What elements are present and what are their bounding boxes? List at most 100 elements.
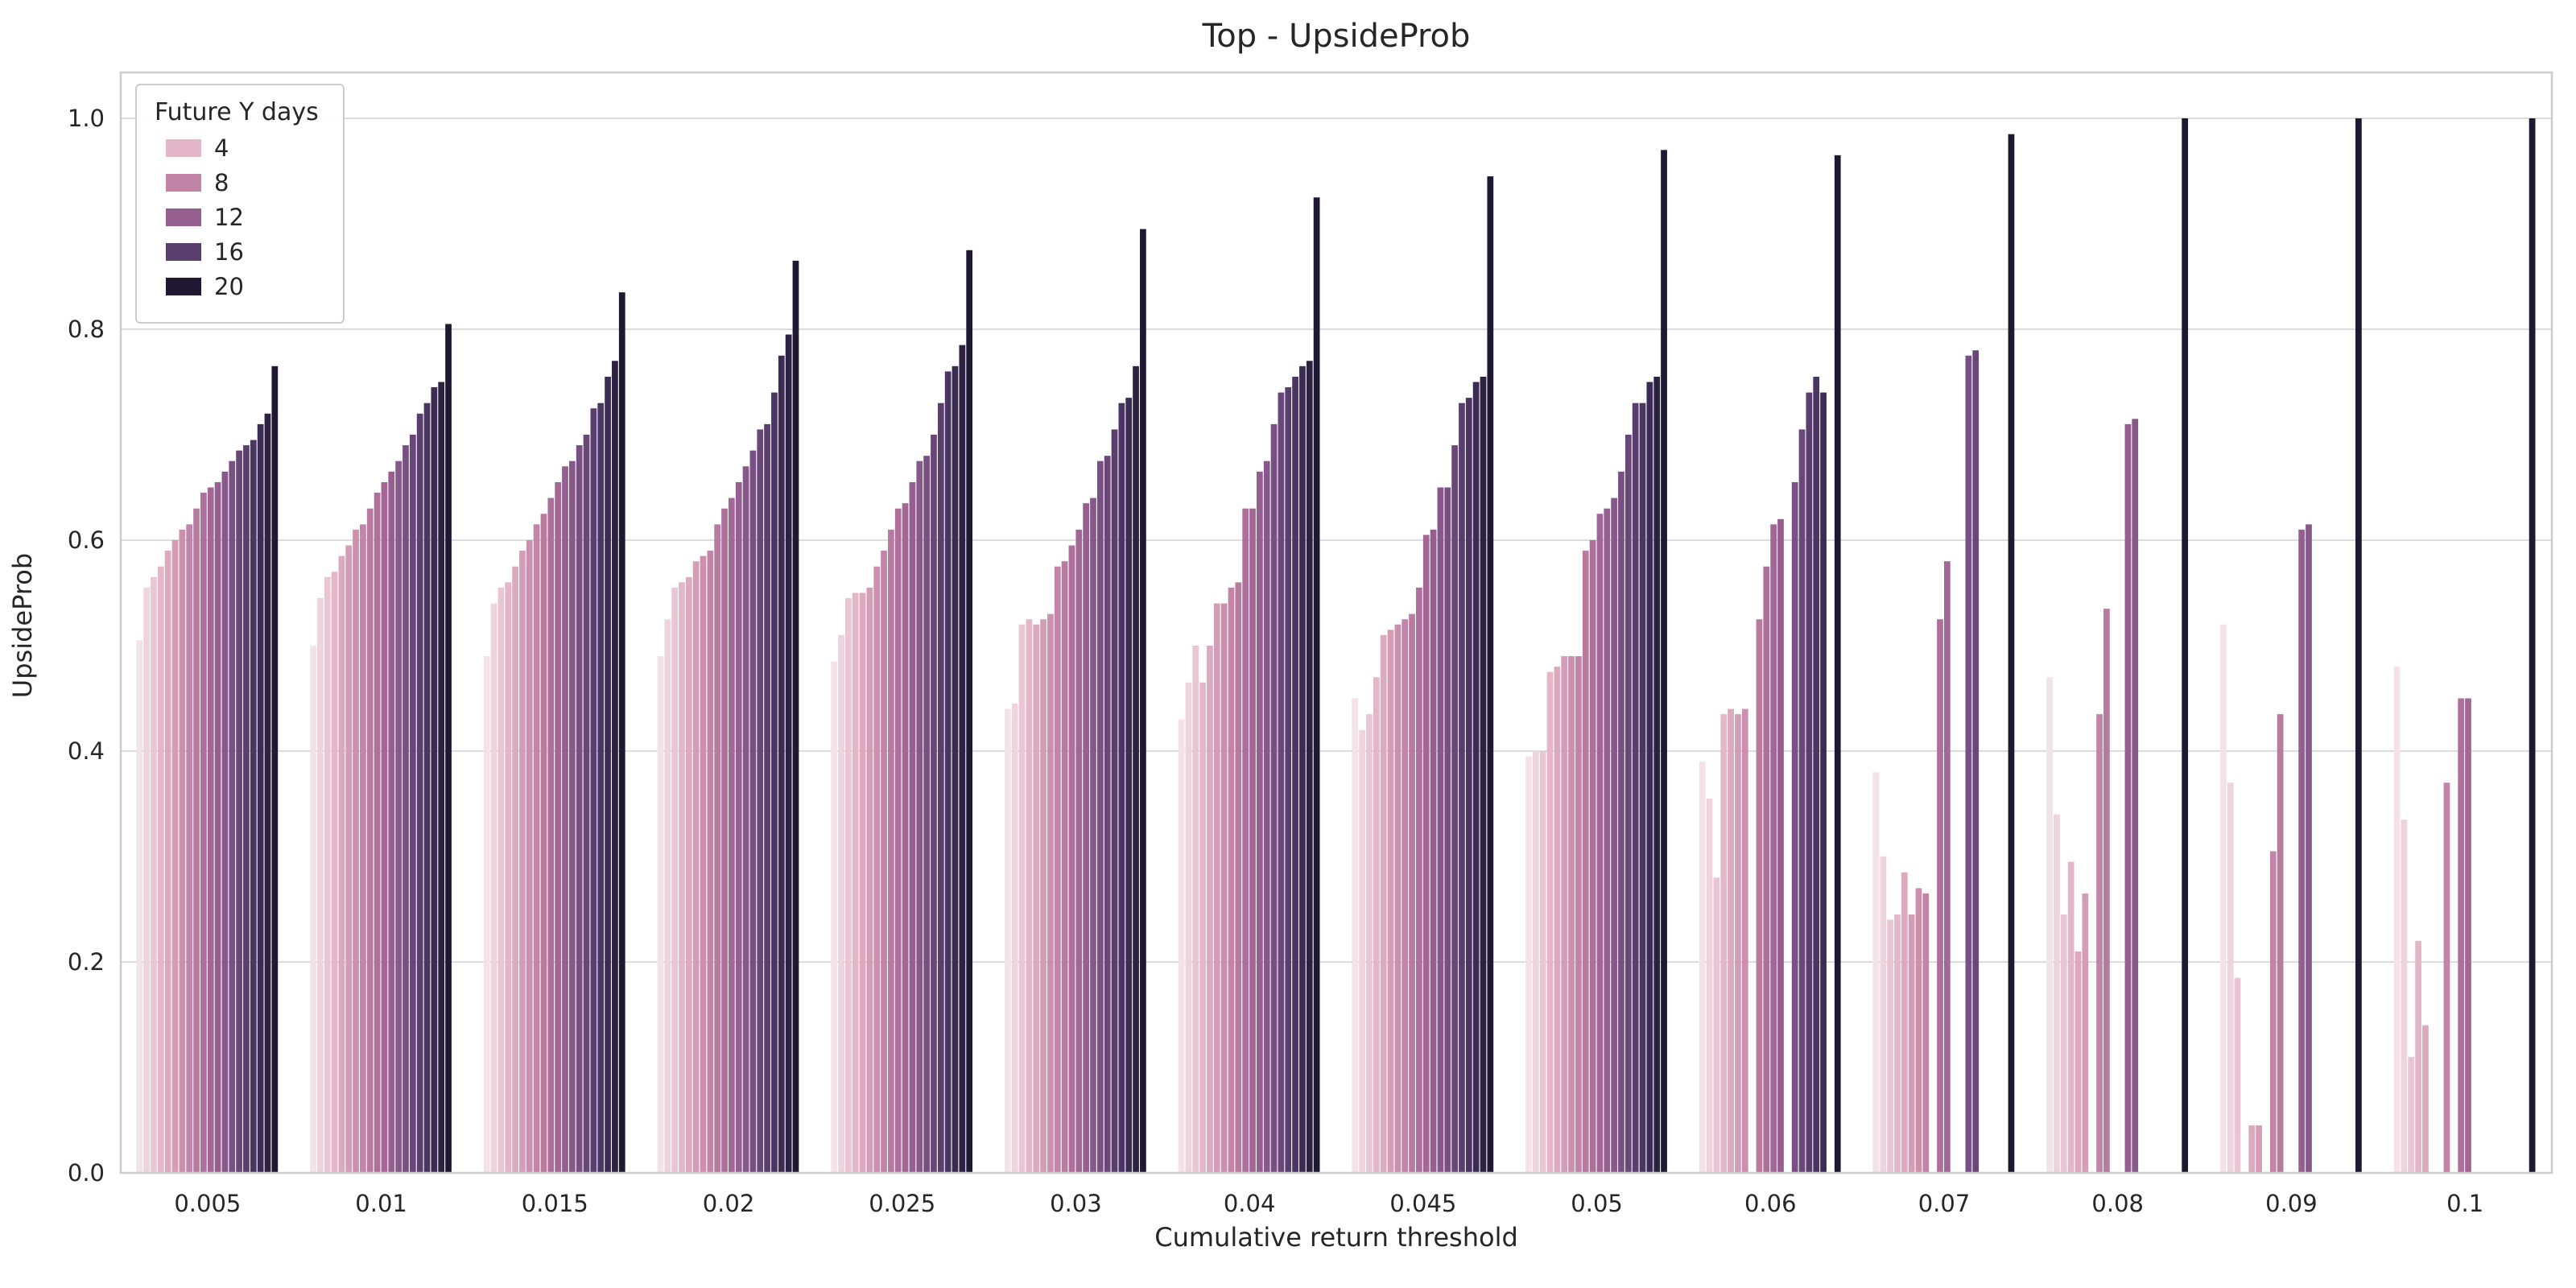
bar — [1118, 402, 1125, 1173]
bar — [1380, 634, 1387, 1173]
bar — [540, 514, 547, 1173]
y-tick-label: 0.0 — [68, 1159, 105, 1187]
bar — [1026, 619, 1033, 1173]
bar — [1004, 708, 1011, 1173]
legend-label: 8 — [214, 169, 229, 196]
legend-swatch — [166, 139, 201, 157]
bar — [902, 503, 909, 1173]
bar — [1437, 487, 1444, 1173]
bar — [157, 566, 164, 1173]
bar — [757, 429, 764, 1173]
bar — [1472, 382, 1480, 1173]
legend-label: 20 — [214, 273, 244, 300]
bar — [164, 551, 171, 1173]
x-tick-label: 0.07 — [1918, 1190, 1971, 1217]
bar — [1185, 682, 1192, 1173]
bar — [505, 582, 512, 1173]
bar — [229, 460, 236, 1173]
bar — [838, 634, 844, 1173]
bar — [894, 508, 902, 1173]
bar — [792, 260, 799, 1174]
bar — [568, 460, 576, 1173]
bar — [1820, 392, 1827, 1174]
bar — [1373, 677, 1380, 1173]
bar — [685, 576, 692, 1173]
bar — [1075, 529, 1083, 1173]
bar — [700, 555, 707, 1173]
bar — [721, 508, 728, 1173]
bar — [1256, 471, 1263, 1173]
bar — [707, 551, 714, 1173]
bar — [2182, 118, 2189, 1173]
y-tick-label: 0.8 — [68, 316, 105, 343]
bar — [1133, 365, 1139, 1174]
bar — [533, 524, 540, 1173]
bar — [1653, 376, 1661, 1173]
bar — [2465, 698, 2471, 1173]
bar — [729, 497, 735, 1173]
bar — [374, 493, 381, 1173]
bar — [1480, 376, 1487, 1173]
bar — [1525, 756, 1532, 1173]
y-tick-label: 1.0 — [68, 105, 105, 132]
bar — [1422, 535, 1430, 1173]
bar — [1359, 729, 1365, 1173]
x-tick-label: 0.05 — [1571, 1190, 1623, 1217]
y-tick-label: 0.2 — [68, 948, 105, 976]
bar — [1575, 656, 1582, 1173]
bar — [2408, 1056, 2415, 1173]
bar — [873, 566, 881, 1173]
legend-item: 20 — [166, 273, 319, 300]
bar — [576, 445, 583, 1173]
bar — [2443, 782, 2450, 1173]
bar — [2458, 698, 2465, 1173]
bar — [2054, 814, 2060, 1173]
bar — [409, 435, 416, 1173]
bar — [402, 445, 409, 1173]
bar — [151, 576, 157, 1173]
bar — [1444, 487, 1451, 1173]
bar — [1278, 392, 1285, 1174]
bar — [952, 365, 959, 1174]
bar — [1806, 392, 1813, 1174]
bar — [1908, 914, 1915, 1173]
bar — [1661, 150, 1667, 1173]
bar — [909, 481, 916, 1173]
bar — [243, 445, 250, 1173]
bar — [1706, 798, 1713, 1173]
bar — [1111, 429, 1118, 1173]
bar — [179, 529, 186, 1173]
bar — [310, 646, 316, 1173]
bar — [1937, 619, 1943, 1173]
bar — [1720, 714, 1728, 1173]
bar — [1487, 176, 1494, 1173]
bar — [1096, 460, 1104, 1173]
bar — [931, 435, 937, 1173]
bar — [526, 540, 533, 1173]
bar — [1699, 762, 1706, 1173]
legend-item: 12 — [166, 204, 319, 231]
bar — [2256, 1125, 2262, 1173]
bar — [1965, 355, 1972, 1173]
bar — [844, 598, 852, 1173]
bar — [664, 619, 671, 1173]
bar — [1756, 619, 1763, 1173]
bar — [859, 592, 866, 1173]
legend-swatch — [166, 208, 201, 226]
bar — [1394, 624, 1402, 1173]
bar — [136, 640, 143, 1173]
bar — [423, 402, 431, 1173]
bar — [671, 587, 678, 1173]
bar — [1880, 857, 1887, 1173]
bar — [657, 656, 664, 1173]
bar — [497, 587, 505, 1173]
bar — [360, 524, 366, 1173]
bar — [2046, 677, 2054, 1173]
bar — [1546, 671, 1554, 1173]
bar — [1387, 630, 1394, 1173]
bar — [438, 382, 445, 1173]
bar — [1430, 529, 1437, 1173]
bar — [1770, 524, 1777, 1173]
